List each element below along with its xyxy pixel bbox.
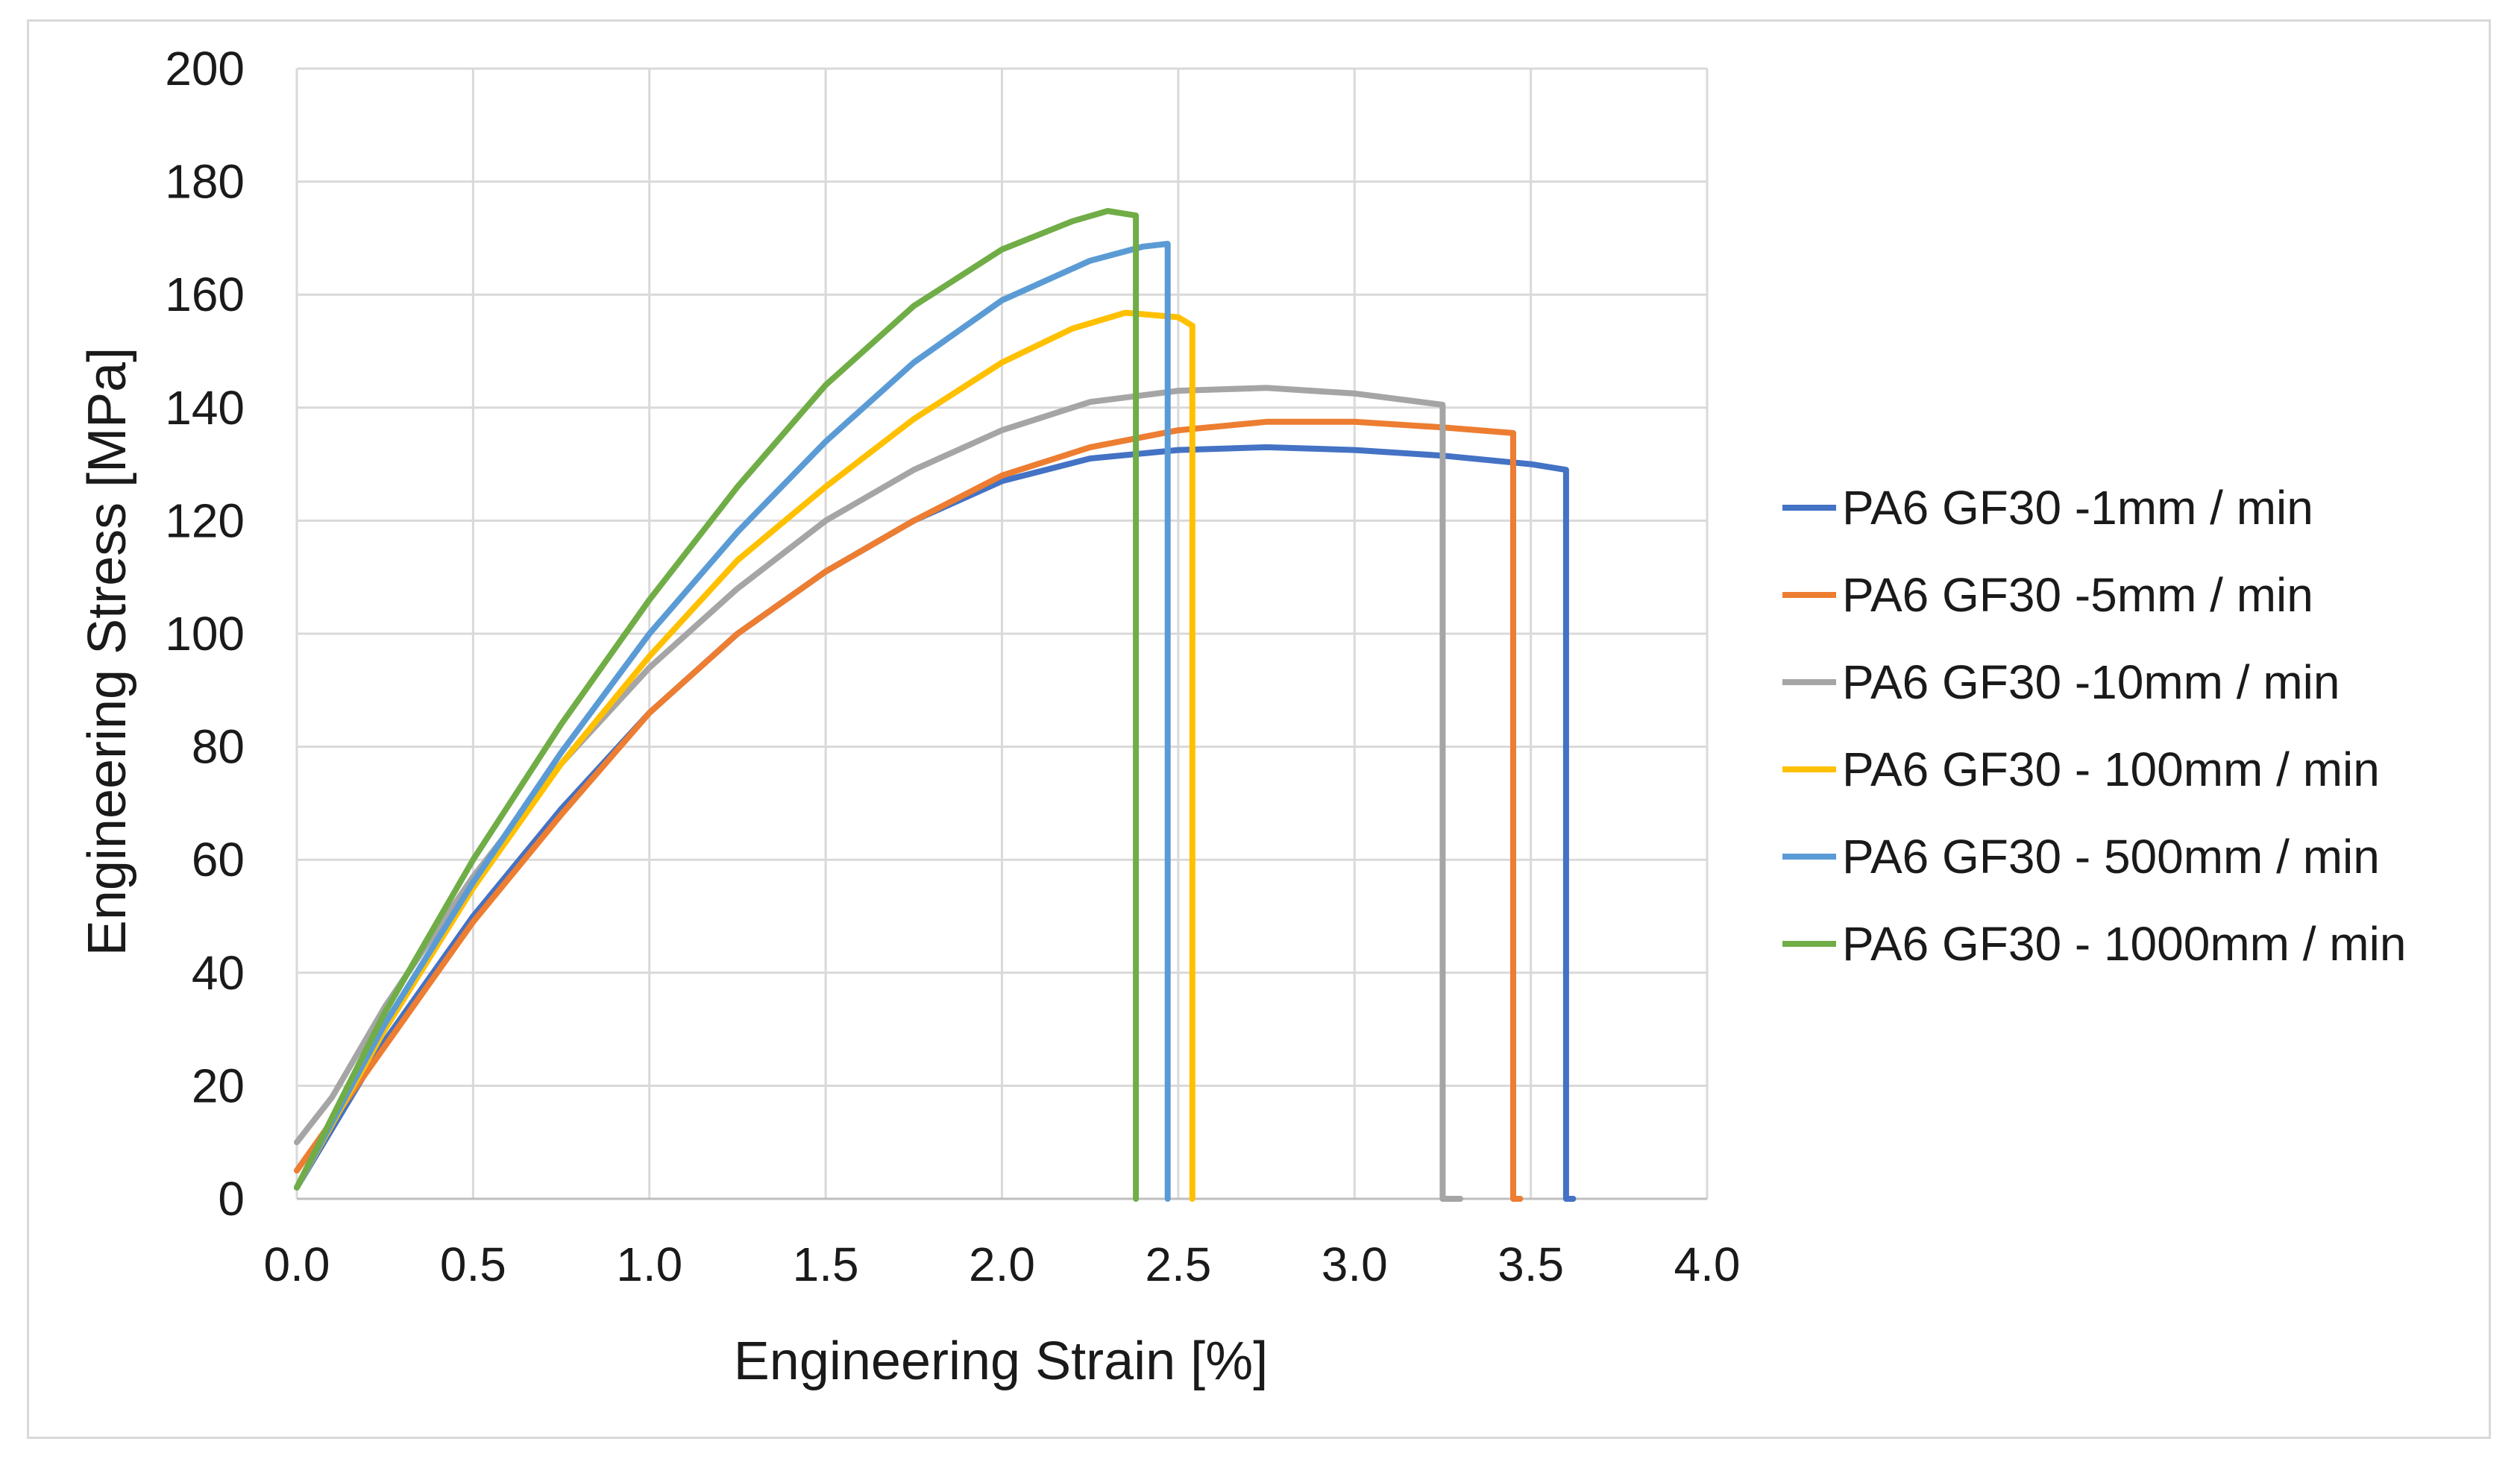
y-tick-label: 100 <box>165 607 245 661</box>
y-tick-label: 200 <box>165 42 245 95</box>
x-tick-label: 0.0 <box>264 1238 330 1291</box>
y-tick-label: 0 <box>218 1172 245 1226</box>
x-tick-label: 2.5 <box>1145 1238 1211 1291</box>
legend-label-5: PA6 GF30 - 500mm / min <box>1842 830 2380 883</box>
x-tick-label: 3.0 <box>1322 1238 1388 1291</box>
legend-label-4: PA6 GF30 - 100mm / min <box>1842 743 2380 796</box>
series-line-4 <box>294 309 1195 1202</box>
x-tick-label: 3.5 <box>1498 1238 1564 1291</box>
chart-frame <box>27 19 2491 1439</box>
x-tick-label: 1.5 <box>793 1238 859 1291</box>
series-line-5 <box>294 241 1171 1202</box>
y-tick-label: 60 <box>192 833 245 886</box>
legend-label-6: PA6 GF30 - 1000mm / min <box>1842 917 2406 971</box>
series-line-3 <box>294 385 1464 1202</box>
x-tick-label: 4.0 <box>1674 1238 1741 1291</box>
legend-label-3: PA6 GF30 -10mm / min <box>1842 655 2340 709</box>
y-tick-label: 180 <box>165 155 245 209</box>
y-tick-label: 140 <box>165 381 245 435</box>
legend-label-2: PA6 GF30 -5mm / min <box>1842 568 2313 622</box>
y-tick-label: 40 <box>192 946 245 1000</box>
x-axis-title: Engineering Strain [%] <box>734 1332 1268 1391</box>
x-tick-label: 0.5 <box>440 1238 506 1291</box>
series-line-6 <box>294 208 1140 1202</box>
tick-labels: 0.0 0.5 1.0 1.5 2.0 2.5 3.0 3.5 4.0 0 20 40 60 80 100 1… <box>165 42 1740 1291</box>
legend-label-1: PA6 GF30 -1mm / min <box>1842 481 2313 535</box>
y-axis-title: Engineering Stress [MPa] <box>78 347 137 956</box>
y-tick-label: 160 <box>165 268 245 321</box>
y-tick-label: 80 <box>192 720 245 774</box>
grid-lines <box>295 67 1709 1200</box>
y-tick-label: 120 <box>165 494 245 547</box>
legend: PA6 GF30 -1mm / min PA6 GF30 -5mm / min PA… <box>1782 481 2406 971</box>
series-line-1 <box>294 444 1577 1202</box>
x-tick-label: 1.0 <box>616 1238 682 1291</box>
y-tick-label: 20 <box>192 1059 245 1112</box>
series-line-2 <box>294 418 1524 1202</box>
data-series <box>294 208 1577 1202</box>
x-tick-label: 2.0 <box>969 1238 1035 1291</box>
